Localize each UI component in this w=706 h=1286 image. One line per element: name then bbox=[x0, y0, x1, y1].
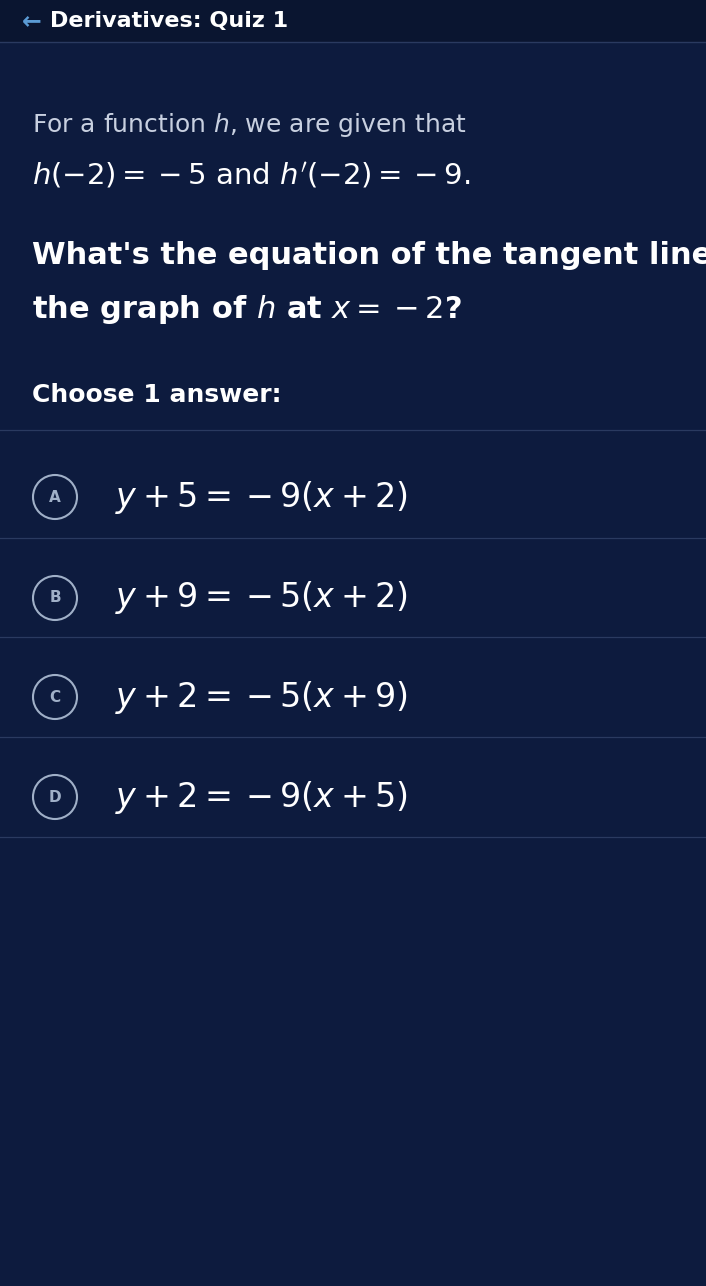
Text: $h(-2)=-5$ and $h'(-2)=-9.$: $h(-2)=-5$ and $h'(-2)=-9.$ bbox=[32, 159, 470, 190]
Text: Derivatives: Quiz 1: Derivatives: Quiz 1 bbox=[50, 12, 288, 31]
Text: the graph of $h$ at $x=-2$?: the graph of $h$ at $x=-2$? bbox=[32, 293, 462, 327]
Text: $y+2=-9(x+5)$: $y+2=-9(x+5)$ bbox=[115, 778, 408, 815]
Bar bbox=[0, 0, 706, 42]
Text: ←: ← bbox=[22, 9, 42, 33]
Text: Choose 1 answer:: Choose 1 answer: bbox=[32, 383, 281, 406]
Text: D: D bbox=[49, 790, 61, 805]
Text: $y+5=-9(x+2)$: $y+5=-9(x+2)$ bbox=[115, 478, 408, 516]
Text: A: A bbox=[49, 490, 61, 504]
Text: $y+9=-5(x+2)$: $y+9=-5(x+2)$ bbox=[115, 580, 408, 616]
Text: C: C bbox=[49, 689, 61, 705]
Text: What's the equation of the tangent line to: What's the equation of the tangent line … bbox=[32, 240, 706, 270]
Text: B: B bbox=[49, 590, 61, 606]
Text: For a function $\mathit{h}$, we are given that: For a function $\mathit{h}$, we are give… bbox=[32, 111, 467, 139]
Text: $y+2=-5(x+9)$: $y+2=-5(x+9)$ bbox=[115, 679, 408, 715]
